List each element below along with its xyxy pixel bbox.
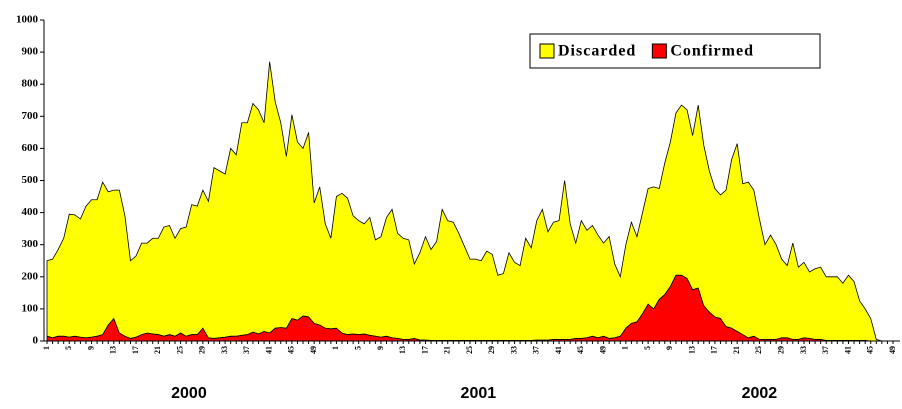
x-tick-label: 1 [42,346,51,350]
x-tick-label: 25 [465,346,474,354]
legend-label: Confirmed [670,43,754,60]
y-tick-label: 100 [22,302,39,314]
legend-swatch [539,43,555,59]
y-tick-label: 400 [22,206,39,218]
year-label: 2001 [461,385,497,402]
x-tick-label: 29 [198,346,207,354]
x-tick-label: 37 [821,346,830,354]
year-label: 2000 [171,385,207,402]
x-tick-label: 33 [799,346,808,354]
x-tick-label: 9 [376,346,385,350]
x-tick-label: 49 [309,346,318,354]
x-tick-label: 13 [109,346,118,354]
x-tick-label: 5 [643,346,652,350]
area [46,61,893,342]
y-tick-label: 0 [33,335,39,347]
x-tick-label: 37 [242,346,251,354]
x-tick-label: 1 [621,346,630,350]
x-tick-label: 25 [754,346,763,354]
x-tick-label: 13 [687,346,696,354]
y-tick-label: 300 [22,238,39,250]
x-tick-label: 17 [131,346,140,354]
x-tick-label: 17 [420,346,429,354]
x-tick-label: 29 [777,346,786,354]
x-tick-label: 33 [220,346,229,354]
legend-swatch [651,43,667,59]
x-tick-label: 41 [554,346,563,354]
x-tick-label: 9 [86,346,95,350]
x-tick-label: 33 [509,346,518,354]
x-tick-label: 45 [287,346,296,354]
x-tick-label: 5 [354,346,363,350]
y-tick-label: 600 [22,142,39,154]
x-tick-label: 41 [264,346,273,354]
x-tick-label: 21 [153,346,162,354]
x-tick-label: 49 [598,346,607,354]
x-tick-label: 21 [443,346,452,354]
x-tick-label: 45 [576,346,585,354]
y-tick-label: 500 [22,174,39,186]
legend: Discarded Confirmed [529,33,821,69]
x-tick-label: 17 [710,346,719,354]
x-tick-label: 29 [487,346,496,354]
x-tick-label: 5 [64,346,73,350]
legend-label: Discarded [558,43,636,60]
x-tick-label: 41 [843,346,852,354]
x-tick-label: 9 [665,346,674,350]
x-tick-label: 1 [331,346,340,350]
x-tick-label: 13 [398,346,407,354]
x-tick-label: 21 [732,346,741,354]
x-tick-label: 49 [888,346,897,354]
x-tick-label: 25 [175,346,184,354]
x-tick-label: 45 [866,346,875,354]
y-tick-label: 1000 [16,14,39,26]
y-tick-label: 800 [22,78,39,90]
y-tick-label: 700 [22,110,39,122]
year-label: 2002 [742,385,778,402]
x-tick-label: 37 [532,346,541,354]
legend-box [529,33,821,69]
y-tick-label: 200 [22,270,39,282]
y-tick-label: 900 [22,46,39,58]
